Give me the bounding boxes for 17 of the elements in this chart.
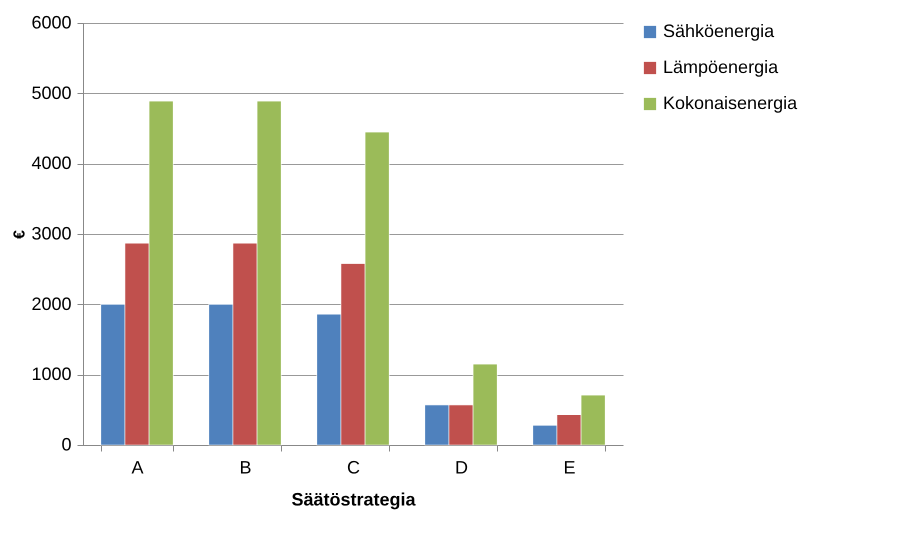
- y-tick-label: 0: [61, 434, 72, 454]
- y-axis-title: €: [11, 230, 28, 239]
- x-tick-label: D: [455, 458, 468, 478]
- y-tick-label: 6000: [31, 12, 72, 32]
- y-tick-label: 5000: [31, 82, 72, 103]
- y-tick-label: 1000: [31, 364, 72, 384]
- legend-label: Lämpöenergia: [663, 57, 780, 77]
- x-axis-title: Säätöstrategia: [291, 490, 417, 510]
- x-tick-label: B: [239, 458, 252, 478]
- x-tick-label: C: [347, 458, 360, 478]
- y-tick-label: 3000: [31, 224, 72, 244]
- x-tick-label: A: [131, 458, 144, 478]
- y-tick-label: 2000: [31, 294, 72, 314]
- legend-label: Sähköenergia: [663, 21, 776, 41]
- y-tick-label: 4000: [31, 153, 72, 174]
- x-tick-label: E: [563, 458, 576, 478]
- legend-label: Kokonaisenergia: [663, 93, 798, 113]
